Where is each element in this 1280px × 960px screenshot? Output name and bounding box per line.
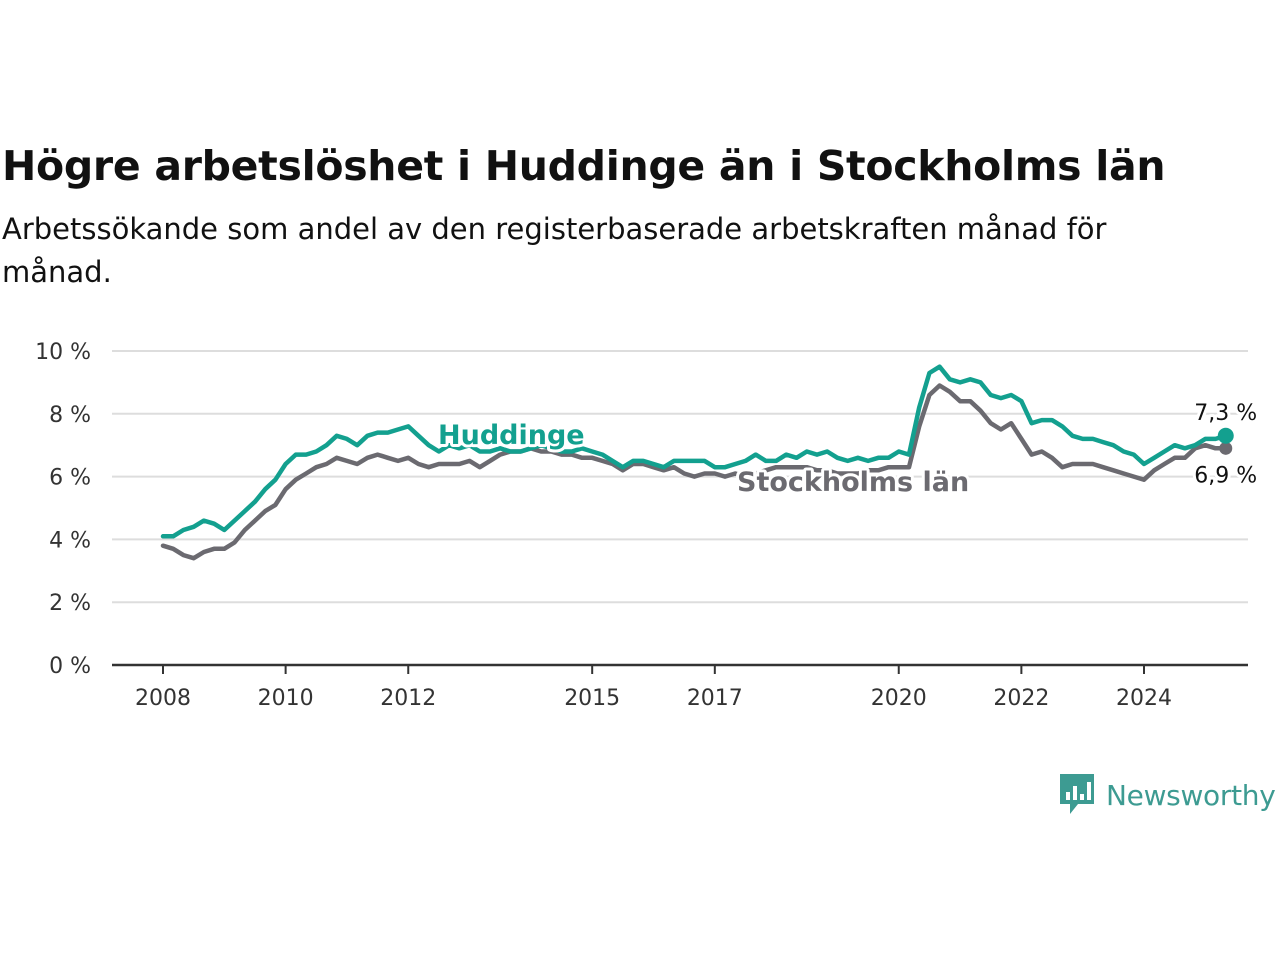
chart-subtitle: Arbetssökande som andel av den registerb… (2, 212, 1107, 289)
x-tick-label: 2010 (258, 686, 314, 711)
newsworthy-logo-icon (1060, 774, 1094, 814)
end-label-stockholms-lan: 6,9 % (1194, 463, 1257, 488)
x-tick-label: 2020 (871, 686, 927, 711)
y-tick-label: 0 % (49, 654, 91, 679)
x-tick-label: 2022 (993, 686, 1049, 711)
x-tick-label: 2012 (380, 686, 436, 711)
series-name-stockholms-lan: Stockholms län (737, 467, 969, 498)
y-tick-label: 10 % (35, 340, 91, 365)
series-lines (160, 364, 1234, 561)
x-axis: 2008 2010 2012 2015 2017 2020 2022 2024 (112, 663, 1248, 711)
series-end-point (1217, 427, 1234, 444)
chart-title: Högre arbetslöshet i Huddinge än i Stock… (2, 142, 1166, 190)
y-tick-label: 2 % (49, 591, 91, 616)
series-name-huddinge: Huddinge (438, 420, 585, 451)
newsworthy-brand-name: Newsworthy (1106, 778, 1276, 812)
y-tick-label: 6 % (49, 466, 91, 491)
x-tick-label: 2008 (135, 686, 191, 711)
series-labels: Huddinge Stockholms län 7,3 % 6,9 % (435, 398, 1260, 501)
x-tick-label: 2015 (564, 686, 620, 711)
y-axis: 0 % 2 % 4 % 6 % 8 % 10 % (35, 340, 91, 679)
line-chart: 0 % 2 % 4 % 6 % 8 % 10 % 2008 2010 2012 2015 2017… (35, 340, 1260, 711)
series-line-stockholms-lan (160, 383, 1229, 561)
grid-lines (112, 350, 1248, 604)
end-label-huddinge: 7,3 % (1194, 401, 1257, 426)
newsworthy-logo: Newsworthy (1058, 772, 1276, 818)
series-line-huddinge (160, 364, 1229, 539)
x-tick-label: 2017 (687, 686, 743, 711)
y-tick-label: 4 % (49, 528, 91, 553)
y-tick-label: 8 % (49, 403, 91, 428)
series-end-point (1219, 441, 1233, 455)
x-tick-label: 2024 (1116, 686, 1172, 711)
